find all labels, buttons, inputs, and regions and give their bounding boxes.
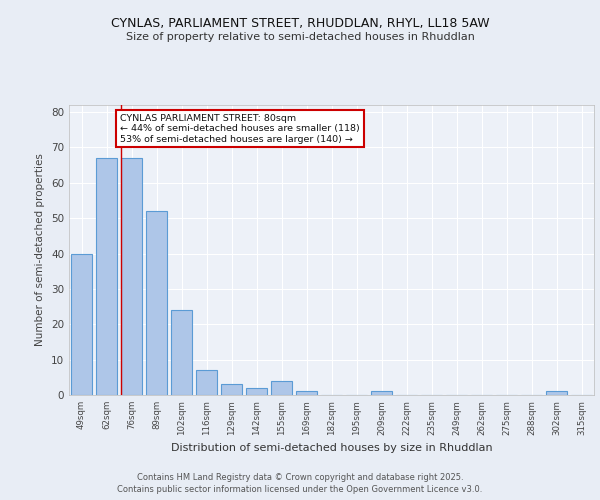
Bar (196, 370, 217, 395)
Bar (146, 211, 167, 395)
Bar (371, 392, 392, 395)
Y-axis label: Number of semi-detached properties: Number of semi-detached properties (35, 154, 46, 346)
Text: Contains HM Land Registry data © Crown copyright and database right 2025.: Contains HM Land Registry data © Crown c… (137, 472, 463, 482)
Text: CYNLAS, PARLIAMENT STREET, RHUDDLAN, RHYL, LL18 5AW: CYNLAS, PARLIAMENT STREET, RHUDDLAN, RHY… (110, 18, 490, 30)
Bar (221, 384, 242, 395)
Bar (96, 158, 117, 395)
X-axis label: Distribution of semi-detached houses by size in Rhuddlan: Distribution of semi-detached houses by … (170, 443, 493, 453)
Text: Contains public sector information licensed under the Open Government Licence v3: Contains public sector information licen… (118, 485, 482, 494)
Bar (246, 388, 267, 395)
Bar (546, 392, 567, 395)
Text: Size of property relative to semi-detached houses in Rhuddlan: Size of property relative to semi-detach… (125, 32, 475, 42)
Bar (121, 158, 142, 395)
Bar (71, 254, 92, 395)
Bar (271, 381, 292, 395)
Text: CYNLAS PARLIAMENT STREET: 80sqm
← 44% of semi-detached houses are smaller (118)
: CYNLAS PARLIAMENT STREET: 80sqm ← 44% of… (120, 114, 360, 144)
Bar (171, 310, 192, 395)
Bar (296, 392, 317, 395)
